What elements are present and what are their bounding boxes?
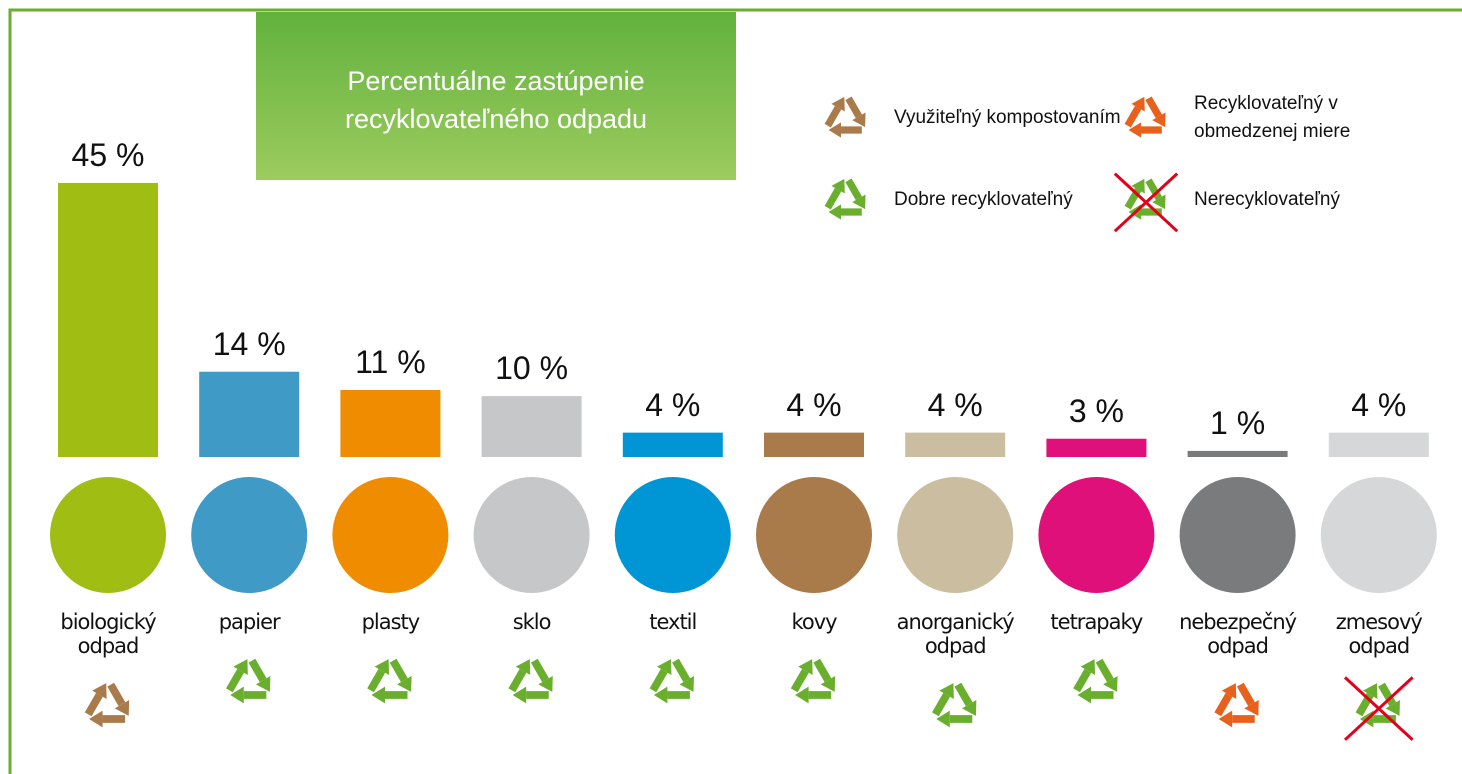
category-icon: [1180, 477, 1296, 593]
recycle-icon: [1115, 174, 1177, 232]
value-label: 4 %: [885, 387, 1025, 424]
value-label: 10 %: [462, 350, 602, 387]
recycle-icon: [794, 659, 835, 703]
recycle-arrow: [111, 685, 122, 705]
recycle-icon: [1077, 659, 1118, 703]
value-label: 3 %: [1026, 393, 1166, 430]
bar: [340, 390, 440, 457]
recycle-arrow: [534, 661, 545, 681]
recycle-arrow: [958, 685, 969, 705]
recycle-icon: [935, 683, 976, 727]
recycle-arrow: [1077, 671, 1088, 691]
bar: [199, 372, 299, 457]
category-icon: [191, 477, 307, 593]
category-label: kovy: [754, 610, 874, 634]
recycle-arrow: [252, 661, 263, 681]
recycle-icon: [653, 659, 694, 703]
recycle-arrow: [1099, 661, 1110, 681]
recycle-arrow: [653, 671, 664, 691]
category-label: zmesový odpad: [1319, 610, 1439, 658]
recycle-arrow: [848, 98, 858, 116]
recycle-arrow: [828, 190, 838, 208]
recycle-arrow: [229, 671, 240, 691]
recycle-arrow: [512, 671, 523, 691]
value-label: 11 %: [320, 344, 460, 381]
category-icon: [332, 477, 448, 593]
recycle-icon: [371, 659, 412, 703]
recycle-arrow: [1218, 695, 1229, 715]
bar: [1188, 451, 1288, 457]
category-icon: [1038, 477, 1154, 593]
value-label: 45 %: [38, 137, 178, 174]
recycle-arrow: [935, 695, 946, 715]
bar: [1046, 439, 1146, 457]
recycle-arrow: [1148, 98, 1158, 116]
category-label: anorganický odpad: [895, 610, 1015, 658]
legend-label: Recyklovateľný v obmedzenej miere: [1194, 90, 1424, 146]
category-icon: [1321, 477, 1437, 593]
recycle-icon: [1128, 97, 1166, 138]
recycle-icon: [229, 659, 270, 703]
category-icon: [897, 477, 1013, 593]
value-label: 4 %: [603, 387, 743, 424]
recycle-icon: [512, 659, 553, 703]
recycle-icon: [828, 179, 866, 220]
category-icon: [615, 477, 731, 593]
bar: [905, 433, 1005, 457]
legend-label: Dobre recyklovateľný: [894, 186, 1124, 214]
bar: [764, 433, 864, 457]
legend-label: Využiteľný kompostovaním: [894, 104, 1124, 132]
recycle-arrow: [817, 661, 828, 681]
recycle-arrow: [1240, 685, 1251, 705]
category-icon: [50, 477, 166, 593]
recycle-icon: [828, 97, 866, 138]
recycle-arrow: [1128, 108, 1138, 126]
bar: [482, 396, 582, 457]
recycle-arrow: [828, 108, 838, 126]
value-label: 1 %: [1168, 405, 1308, 442]
category-label: papier: [189, 610, 309, 634]
category-label: tetrapaky: [1036, 610, 1156, 634]
category-icon: [756, 477, 872, 593]
category-label: sklo: [472, 610, 592, 634]
recycle-arrow: [88, 695, 99, 715]
recycle-icon: [88, 683, 129, 727]
recycle-arrow: [794, 671, 805, 691]
bar: [1329, 433, 1429, 457]
category-label: textil: [613, 610, 733, 634]
category-label: plasty: [330, 610, 450, 634]
bar: [623, 433, 723, 457]
recycle-arrow: [393, 661, 404, 681]
value-label: 4 %: [744, 387, 884, 424]
recycle-icon: [1218, 683, 1259, 727]
value-label: 14 %: [179, 326, 319, 363]
recycle-arrow: [676, 661, 687, 681]
chart-title: Percentuálne zastúpenie recyklovateľného…: [256, 12, 736, 180]
legend-label: Nerecyklovateľný: [1194, 186, 1424, 214]
recycle-arrow: [371, 671, 382, 691]
value-label: 4 %: [1309, 387, 1449, 424]
recycle-arrow: [848, 180, 858, 198]
category-icon: [474, 477, 590, 593]
category-label: nebezpečný odpad: [1178, 610, 1298, 658]
category-label: biologický odpad: [48, 610, 168, 658]
infographic: Percentuálne zastúpenie recyklovateľného…: [0, 0, 1462, 774]
bar: [58, 183, 158, 457]
recycle-icon: [1345, 677, 1413, 739]
